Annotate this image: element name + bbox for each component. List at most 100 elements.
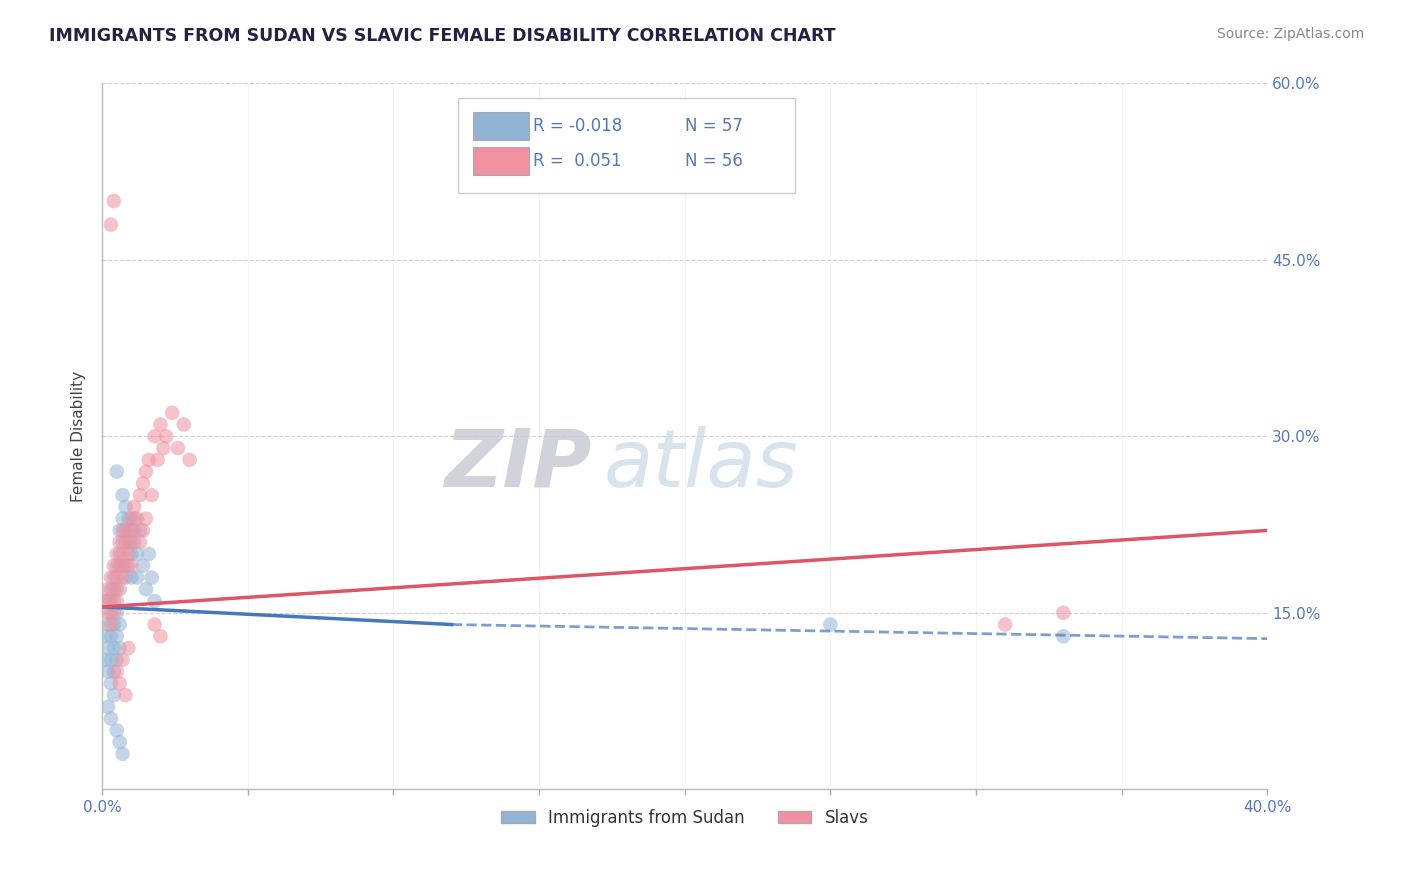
Point [173,417,195,432]
Text: N = 56: N = 56 [685,152,742,170]
Point [100,606,122,620]
Point [122,511,145,525]
Point [152,441,174,455]
Point [160,406,183,420]
Point [103,665,125,679]
Point [105,558,128,573]
Point [114,688,136,702]
Point [94,629,117,643]
Point [117,641,139,656]
Point [105,653,128,667]
Point [100,218,122,232]
Point [111,488,134,502]
Point [132,476,155,491]
Legend: Immigrants from Sudan, Slavs: Immigrants from Sudan, Slavs [495,803,875,834]
Text: R =  0.051: R = 0.051 [533,152,621,170]
Point [149,629,172,643]
Point [105,582,128,597]
Point [105,665,128,679]
Point [120,524,142,538]
Point [122,500,145,514]
Point [105,723,128,738]
Point [100,570,122,584]
Point [117,558,139,573]
Point [100,629,122,643]
Point [143,617,166,632]
Point [111,558,134,573]
Point [108,547,131,561]
FancyBboxPatch shape [472,112,529,140]
Point [117,535,139,549]
Point [103,641,125,656]
Point [108,535,131,549]
Text: IMMIGRANTS FROM SUDAN VS SLAVIC FEMALE DISABILITY CORRELATION CHART: IMMIGRANTS FROM SUDAN VS SLAVIC FEMALE D… [49,27,835,45]
FancyBboxPatch shape [472,147,529,175]
Point [97,606,120,620]
Text: R = -0.018: R = -0.018 [533,117,623,135]
Point [146,453,169,467]
Point [105,465,128,479]
Point [105,629,128,643]
Point [103,606,125,620]
Point [117,511,139,525]
Point [143,594,166,608]
Point [114,535,136,549]
Point [100,582,122,597]
Point [179,453,201,467]
Point [129,535,152,549]
Point [167,441,190,455]
Point [129,524,152,538]
Point [1052,629,1074,643]
Point [138,453,160,467]
Point [105,547,128,561]
Point [132,524,155,538]
Y-axis label: Female Disability: Female Disability [72,371,86,502]
Point [108,582,131,597]
Point [94,653,117,667]
Point [103,194,125,208]
Point [127,511,149,525]
Point [122,524,145,538]
Point [994,617,1017,632]
FancyBboxPatch shape [457,97,796,193]
Point [97,699,120,714]
Point [114,558,136,573]
Point [97,665,120,679]
Point [111,535,134,549]
Point [111,547,134,561]
Point [100,617,122,632]
Point [111,511,134,525]
Point [94,594,117,608]
Point [127,570,149,584]
Point [97,641,120,656]
Point [111,653,134,667]
Point [127,547,149,561]
Point [103,688,125,702]
Point [97,582,120,597]
Point [108,735,131,749]
Point [103,558,125,573]
Point [120,570,142,584]
Point [114,500,136,514]
Point [105,606,128,620]
Point [103,617,125,632]
Point [135,465,157,479]
Point [135,582,157,597]
Point [155,429,177,443]
Text: atlas: atlas [603,425,799,504]
Point [138,547,160,561]
Point [103,594,125,608]
Point [105,594,128,608]
Point [117,547,139,561]
Point [100,712,122,726]
Point [114,570,136,584]
Point [100,653,122,667]
Point [103,582,125,597]
Point [111,570,134,584]
Point [143,429,166,443]
Point [120,547,142,561]
Point [120,558,142,573]
Point [97,594,120,608]
Point [114,524,136,538]
Point [129,488,152,502]
